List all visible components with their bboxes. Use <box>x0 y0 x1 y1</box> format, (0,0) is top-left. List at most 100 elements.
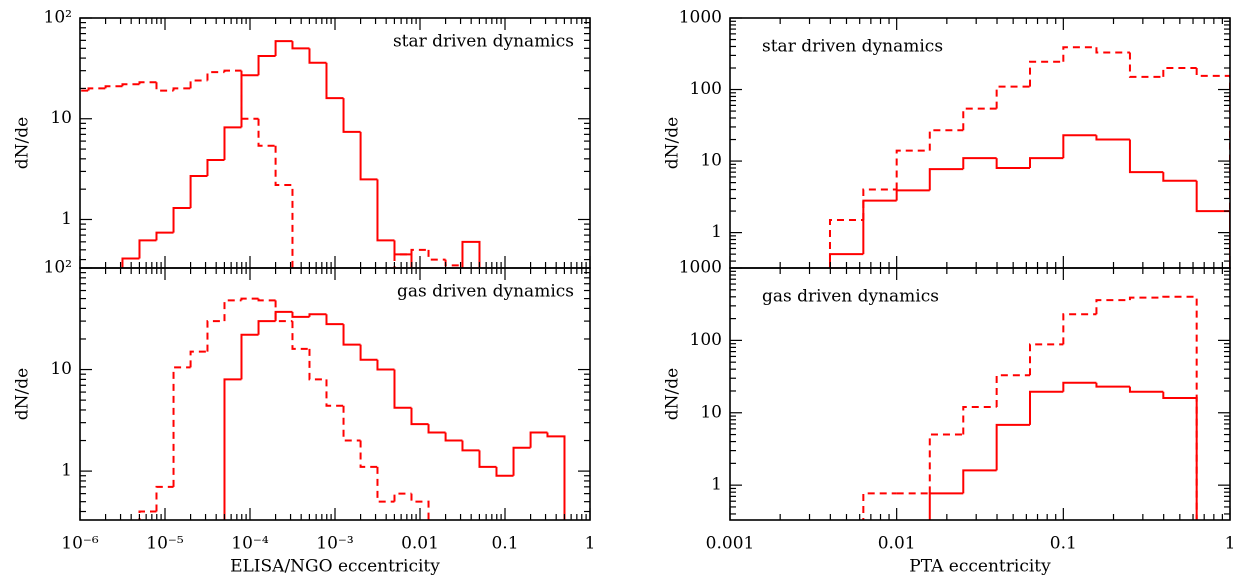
histogram-step <box>291 311 310 318</box>
panel-annotation: gas driven dynamics <box>397 282 574 302</box>
y-axis-label: dN/de <box>663 117 683 169</box>
y-tick-label: 100 <box>690 79 722 99</box>
histogram-step <box>189 350 208 368</box>
histogram-step <box>155 231 174 241</box>
histogram-step <box>1095 47 1130 54</box>
histogram-step <box>342 98 361 133</box>
histogram-step <box>206 71 225 81</box>
panel: 1 10 10² dN/de star driven dynamics <box>13 8 591 269</box>
histogram-step <box>359 440 378 468</box>
histogram-step <box>121 257 140 268</box>
histogram-step <box>995 374 1030 408</box>
y-axis-label: dN/de <box>13 368 33 420</box>
histogram-step <box>962 406 997 435</box>
histogram-step <box>274 40 293 56</box>
histogram-step <box>376 466 395 503</box>
histogram-step <box>1128 386 1164 393</box>
y-tick-label: 10² <box>44 8 72 28</box>
histogram-step <box>410 493 430 520</box>
y-tick-label: 10 <box>50 359 72 379</box>
histogram-step <box>172 87 191 91</box>
histogram-step <box>895 189 930 201</box>
histogram-step <box>529 431 548 448</box>
histogram-step <box>138 81 157 85</box>
histogram-step <box>962 469 997 494</box>
histogram-step <box>1128 139 1164 174</box>
histogram-step <box>121 83 140 87</box>
histogram-step <box>962 107 997 131</box>
histogram-step <box>1195 180 1230 268</box>
histogram-step <box>155 82 174 92</box>
histogram-step <box>1029 343 1064 376</box>
histogram-step <box>342 324 361 346</box>
histogram-step <box>1062 134 1097 159</box>
histogram-step <box>274 310 293 322</box>
histograms <box>862 295 1198 520</box>
histogram-step <box>546 432 566 520</box>
x-tick-label: 0.1 <box>1050 534 1077 554</box>
histogram-step <box>1195 68 1230 268</box>
histogram-step <box>291 321 310 350</box>
histogram-step <box>172 366 191 487</box>
y-tick-label: 1000 <box>679 8 722 28</box>
panel: 1 10 100 1000 dN/de star driven dynamics <box>663 8 1231 269</box>
histograms <box>80 40 481 268</box>
histogram-step <box>223 378 242 520</box>
histogram-step <box>1095 299 1130 315</box>
histogram-step <box>461 440 480 452</box>
histogram-step <box>478 450 497 468</box>
x-axis-label: ELISA/NGO eccentricity <box>230 557 440 577</box>
histogram-step <box>512 446 531 476</box>
histogram-step <box>1128 296 1164 301</box>
histogram-step <box>104 85 123 89</box>
histogram-step <box>206 320 225 352</box>
histogram-step <box>138 510 157 520</box>
histogram-step <box>1162 67 1197 77</box>
y-tick-label: 10 <box>700 402 722 422</box>
histogram-step <box>928 129 964 151</box>
histogram-step <box>172 207 191 233</box>
histogram-step <box>155 485 174 512</box>
plot-frame <box>729 267 1231 521</box>
histogram-step <box>223 126 242 160</box>
histogram-step <box>359 131 378 181</box>
y-tick-label: 1 <box>711 222 722 242</box>
histogram-step <box>862 199 897 255</box>
histogram-step <box>206 158 225 177</box>
histogram-step <box>189 79 208 89</box>
y-tick-label: 100 <box>690 330 722 350</box>
histogram-step <box>1162 391 1198 520</box>
y-tick-label: 1 <box>711 475 722 495</box>
x-tick-label: 10⁻⁴ <box>231 534 269 554</box>
y-axis-label: dN/de <box>13 117 33 169</box>
y-tick-label: 1 <box>61 461 72 481</box>
histogram-step <box>962 157 997 170</box>
histogram-step <box>240 333 259 380</box>
x-tick-label: 0.001 <box>706 534 755 554</box>
histogram-step <box>1128 52 1164 78</box>
x-tick-label: 10⁻⁶ <box>61 534 99 554</box>
histogram-step <box>928 168 964 191</box>
histogram-step <box>1095 382 1130 388</box>
histogram-step <box>325 62 344 100</box>
histogram-step <box>1062 313 1097 345</box>
panel-annotation: gas driven dynamics <box>762 287 939 307</box>
histogram-step <box>1029 390 1064 425</box>
x-tick-label: 10⁻⁵ <box>146 534 184 554</box>
histogram-step <box>257 54 276 76</box>
y-tick-label: 10 <box>50 108 72 128</box>
histogram-step <box>393 492 412 502</box>
x-tick-label: 0.01 <box>878 534 916 554</box>
histogram-step <box>461 240 481 268</box>
histogram-step <box>1062 46 1097 62</box>
panel: 0.001 0.01 0.1 1 1 10 100 1000 dN/de PTA eccentri… <box>663 258 1236 577</box>
histogram-step <box>427 249 446 261</box>
histogram-step <box>928 492 964 520</box>
histogram-step <box>995 423 1030 471</box>
x-tick-label: 0.01 <box>401 534 439 554</box>
histogram-step <box>1162 172 1197 182</box>
histogram-step <box>393 369 412 409</box>
plot-frame <box>79 17 591 269</box>
histogram-step <box>257 118 276 147</box>
